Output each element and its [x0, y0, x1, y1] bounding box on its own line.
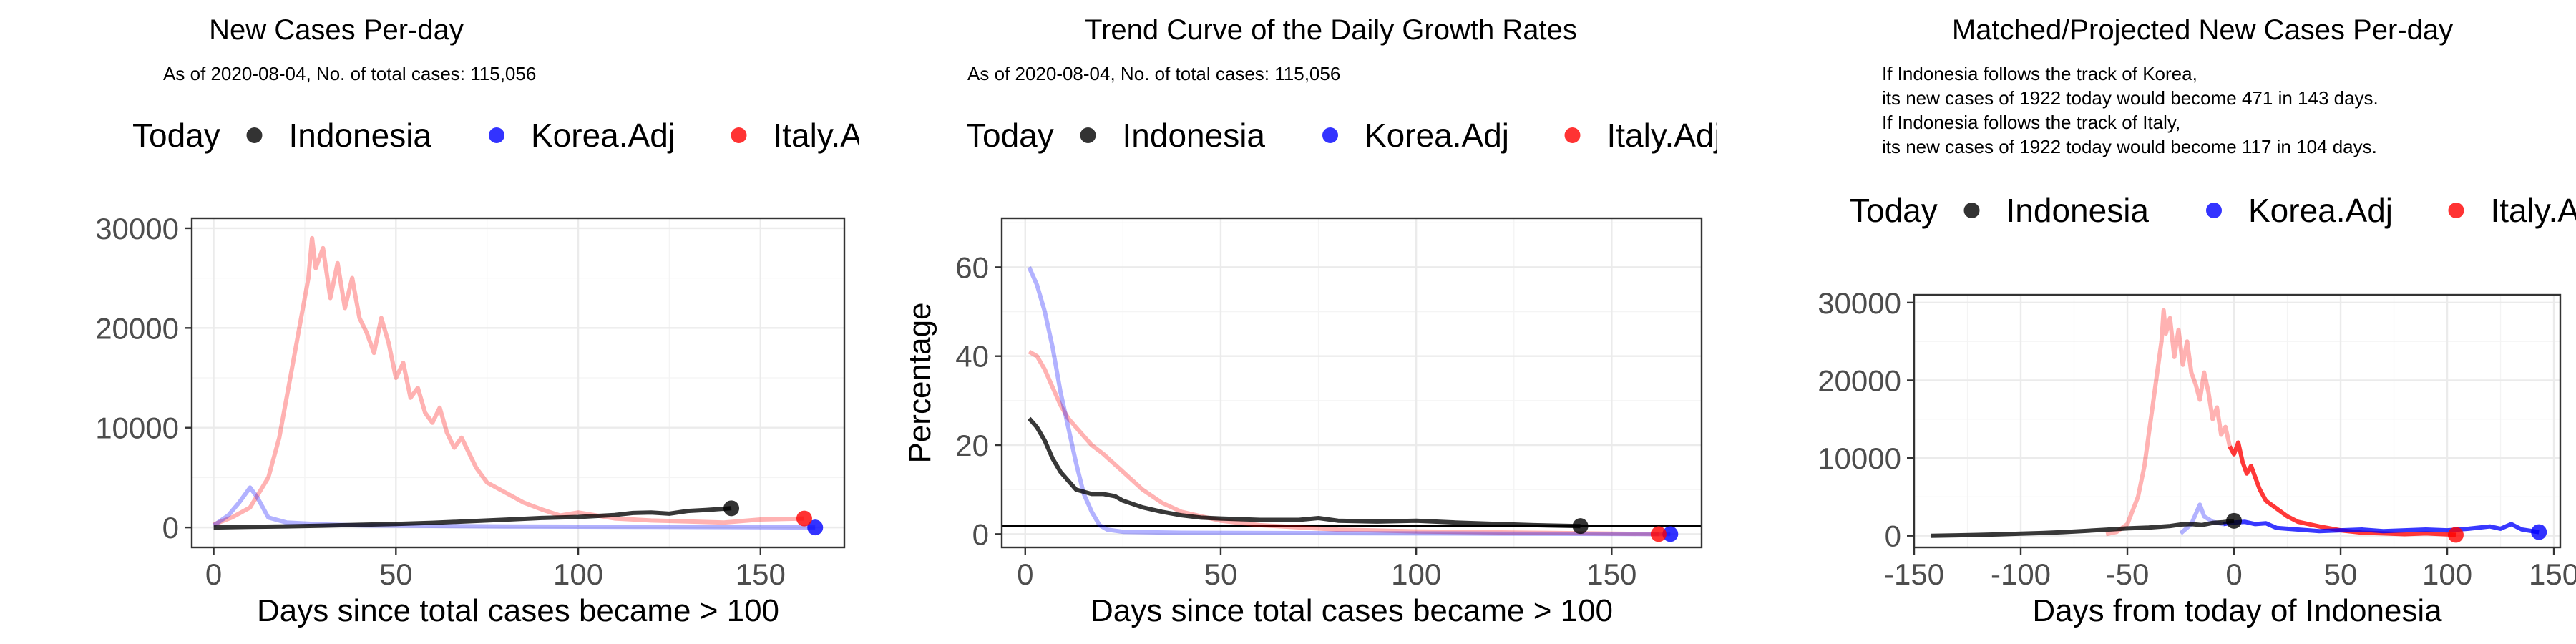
- today-point-italy: [1650, 526, 1667, 542]
- grid: [1002, 218, 1702, 547]
- chart-subtitle: its new cases of 1922 today would become…: [1882, 87, 2379, 109]
- legend-label-indonesia: Indonesia: [289, 117, 432, 154]
- today-point-korea: [1662, 526, 1679, 542]
- y-tick-label: 10000: [95, 411, 179, 445]
- series-projection-korea: [2223, 519, 2540, 535]
- y-tick-label: 30000: [1818, 286, 1901, 320]
- plot-frame: [1913, 293, 2562, 549]
- chart-title: Matched/Projected New Cases Per-day: [1952, 14, 2453, 46]
- x-tick-label: -50: [2106, 557, 2150, 591]
- x-tick-label: 100: [553, 557, 603, 591]
- legend-label-italy: Italy.Adj: [2491, 192, 2576, 229]
- series-lines: [1027, 266, 1671, 537]
- legend-key-indonesia: [246, 127, 263, 143]
- y-tick-label: 40: [955, 340, 989, 374]
- legend-key-italy: [1564, 127, 1581, 143]
- x-tick-label: 0: [205, 557, 222, 591]
- x-tick-label: 100: [2422, 557, 2472, 591]
- chart-title: Trend Curve of the Daily Growth Rates: [1085, 14, 1577, 46]
- y-tick-label: 60: [955, 250, 989, 284]
- y-axis-label: Percentage: [902, 302, 937, 463]
- chart-subtitle: As of 2020-08-04, No. of total cases: 11…: [163, 63, 536, 84]
- legend-label-italy: Italy.Adj: [774, 117, 888, 154]
- growth-rate-chart: Trend Curve of the Daily Growth Rates As …: [902, 14, 1717, 628]
- legend-label-korea: Korea.Adj: [2248, 192, 2393, 229]
- series-projection-italy: [2228, 440, 2457, 537]
- x-tick-label: 100: [1391, 557, 1441, 591]
- x-tick-label: -150: [1884, 557, 1944, 591]
- series-line-indonesia: [213, 506, 732, 530]
- y-tick-label: 20000: [1818, 364, 1901, 397]
- series-line-indonesia: [1931, 518, 2235, 538]
- today-point-korea: [2531, 524, 2547, 540]
- y-tick-label: 0: [162, 511, 179, 545]
- y-tick-label: 30000: [95, 212, 179, 245]
- panel-root: Trend Curve of the Daily Growth Rates As …: [902, 14, 1722, 628]
- chart-subtitle: If Indonesia follows the track of Italy,: [1882, 112, 2180, 133]
- chart-subtitle: its new cases of 1922 today would become…: [1882, 136, 2377, 157]
- y-tick-label: 20: [955, 429, 989, 462]
- legend-title: Today: [1850, 192, 1938, 229]
- today-point-korea: [807, 519, 824, 536]
- today-point-italy: [2447, 527, 2464, 543]
- today-point-indonesia: [2226, 512, 2243, 529]
- chart-title: New Cases Per-day: [209, 14, 464, 46]
- today-point-indonesia: [1572, 518, 1589, 535]
- legend-label-korea: Korea.Adj: [531, 117, 675, 154]
- x-tick-label: 0: [1017, 557, 1033, 591]
- y-tick-label: 20000: [95, 311, 179, 345]
- chart-subtitle: If Indonesia follows the track of Korea,: [1882, 63, 2197, 84]
- legend-key-korea: [489, 127, 504, 143]
- today-point-italy: [796, 510, 812, 527]
- legend-label-indonesia: Indonesia: [1123, 117, 1266, 154]
- series-lines: [212, 235, 816, 530]
- x-tick-label: 50: [1204, 557, 1238, 591]
- x-tick-label: 150: [1586, 557, 1636, 591]
- legend-key-korea: [2206, 203, 2222, 218]
- x-axis-label: Days from today of Indonesia: [2032, 593, 2442, 628]
- panel-root: Matched/Projected New Cases Per-day If In…: [1818, 14, 2576, 628]
- chart-subtitle: As of 2020-08-04, No. of total cases: 11…: [967, 63, 1340, 84]
- x-tick-label: 150: [736, 557, 786, 591]
- legend-key-indonesia: [1080, 127, 1096, 143]
- today-point-indonesia: [723, 500, 740, 517]
- legend-key-korea: [1322, 127, 1338, 143]
- new-cases-chart: New Cases Per-day As of 2020-08-04, No. o…: [95, 14, 859, 628]
- series-line-italy: [213, 235, 805, 527]
- x-tick-label: 150: [2529, 557, 2576, 591]
- series-line-italy: [2105, 308, 2233, 537]
- series-line-italy: [1028, 349, 1659, 537]
- legend-key-indonesia: [1963, 203, 1980, 218]
- x-axis-label: Days since total cases became > 100: [1091, 593, 1613, 628]
- x-tick-label: -100: [1991, 557, 2051, 591]
- legend-title: Today: [132, 117, 220, 154]
- projected-cases-chart: Matched/Projected New Cases Per-day If In…: [1818, 14, 2576, 628]
- plot-frame: [1000, 217, 1703, 549]
- series-line-indonesia: [1027, 416, 1581, 529]
- x-tick-label: 50: [379, 557, 413, 591]
- legend-key-italy: [2448, 203, 2464, 218]
- legend-label-indonesia: Indonesia: [2006, 192, 2150, 229]
- panel-root: New Cases Per-day As of 2020-08-04, No. o…: [95, 14, 888, 628]
- plot-frame: [190, 217, 846, 549]
- series-lines: [1931, 308, 2540, 538]
- y-tick-label: 0: [972, 517, 989, 551]
- y-tick-label: 10000: [1818, 441, 1901, 475]
- legend-label-italy: Italy.Adj: [1607, 117, 1722, 154]
- y-tick-label: 0: [1885, 519, 1901, 553]
- grid: [1913, 295, 2560, 547]
- x-axis-label: Days since total cases became > 100: [257, 593, 779, 628]
- legend-label-korea: Korea.Adj: [1365, 117, 1509, 154]
- series-line-korea: [2179, 502, 2224, 535]
- legend-key-italy: [731, 127, 747, 143]
- series-line-korea: [1027, 266, 1671, 537]
- legend-title: Today: [966, 117, 1054, 154]
- x-tick-label: 0: [2225, 557, 2242, 591]
- x-tick-label: 50: [2324, 557, 2358, 591]
